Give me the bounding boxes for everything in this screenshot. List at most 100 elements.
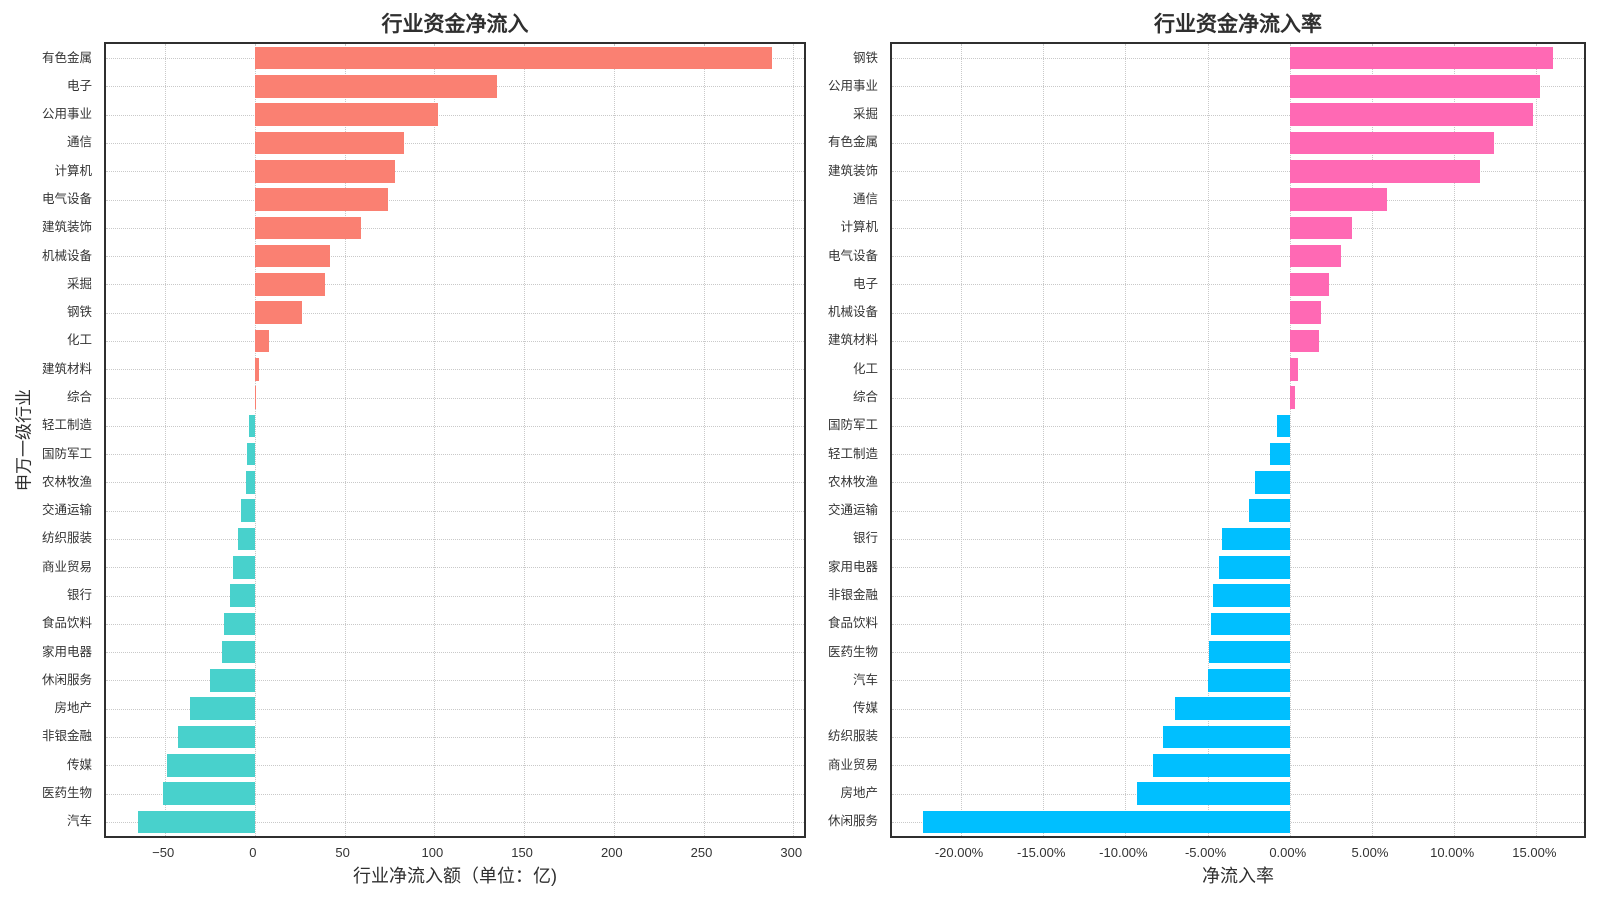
category-label: 传媒 (852, 701, 878, 716)
x-tick-label: -10.00% (1099, 845, 1148, 860)
category-label: 采掘 (852, 107, 878, 122)
horizontal-gridline (106, 114, 804, 116)
category-label: 食品饮料 (827, 616, 878, 631)
horizontal-gridline (106, 708, 804, 710)
category-label: 交通运输 (41, 503, 92, 518)
category-label: 机械设备 (827, 305, 878, 320)
bar-公用事业 (1289, 75, 1540, 98)
category-label: 商业贸易 (827, 757, 878, 772)
vertical-gridline (1371, 44, 1373, 836)
bar-房地产 (190, 697, 255, 721)
category-label: 国防军工 (41, 446, 92, 461)
horizontal-gridline (106, 539, 804, 540)
category-label: 公用事业 (827, 78, 878, 93)
bar-食品饮料 (1210, 612, 1290, 636)
bar-轻工制造 (1270, 442, 1290, 466)
horizontal-gridline (106, 312, 804, 314)
bar-综合 (1289, 386, 1295, 409)
x-tick-label: 5.00% (1351, 845, 1389, 860)
bar-医药生物 (1209, 640, 1290, 664)
category-label: 食品饮料 (41, 616, 92, 631)
category-label: 化工 (66, 333, 92, 348)
category-label: 有色金属 (827, 135, 878, 150)
horizontal-gridline (892, 58, 1584, 60)
bar-电气设备 (1289, 244, 1341, 268)
category-label: 农林牧渔 (827, 474, 878, 489)
category-label: 采掘 (66, 276, 92, 291)
category-label: 建筑材料 (827, 333, 878, 348)
horizontal-gridline (892, 199, 1584, 201)
horizontal-gridline (892, 227, 1584, 229)
horizontal-gridline (106, 595, 804, 597)
category-axis: 钢铁 公用事业 采掘 有色金属 建筑装饰 通信 计算机 电气设备 电子 机械设备 建筑材料 化工 综合国… (800, 42, 884, 838)
bar-机械设备 (1289, 301, 1321, 325)
chart-net-inflow-rate-panel: 行业资金净流入率 钢铁 公用事业 采掘 有色金属 建筑装饰 通信 计算机 电气设备 电子 机械设备… (800, 0, 1600, 900)
plot-area (890, 42, 1586, 838)
category-label: 商业贸易 (41, 559, 92, 574)
x-tick-label: 15.00% (1512, 845, 1557, 860)
horizontal-gridline (892, 256, 1584, 258)
category-label: 建筑装饰 (41, 220, 92, 235)
horizontal-gridline (106, 256, 804, 258)
vertical-gridline (1207, 44, 1209, 836)
horizontal-gridline (106, 341, 804, 342)
category-label: 非银金融 (827, 587, 878, 602)
horizontal-gridline (892, 369, 1584, 371)
bar-通信 (1289, 188, 1387, 211)
category-label: 家用电器 (41, 644, 92, 659)
bar-商业贸易 (232, 555, 255, 579)
bar-有色金属 (254, 46, 772, 70)
category-label: 通信 (66, 135, 92, 150)
category-label: 计算机 (840, 220, 878, 235)
bar-交通运输 (1248, 499, 1290, 523)
x-tick-label: 150 (511, 845, 533, 860)
horizontal-gridline (106, 652, 804, 654)
bar-食品饮料 (224, 612, 255, 636)
category-label: 国防军工 (827, 418, 878, 433)
bar-医药生物 (163, 782, 255, 805)
category-label: 农林牧渔 (41, 474, 92, 489)
bar-公用事业 (254, 103, 438, 127)
category-label: 交通运输 (827, 503, 878, 518)
horizontal-gridline (106, 369, 804, 371)
horizontal-gridline (106, 567, 804, 569)
bar-钢铁 (1289, 46, 1553, 70)
x-axis-label: 净流入率 (1202, 866, 1274, 886)
horizontal-gridline (892, 482, 1584, 484)
horizontal-gridline (106, 821, 804, 823)
x-tick-label: 100 (421, 845, 444, 860)
horizontal-gridline (106, 482, 804, 484)
category-label: 医药生物 (41, 785, 92, 800)
bar-有色金属 (1289, 131, 1494, 155)
category-label: 计算机 (54, 163, 92, 178)
vertical-gridline (524, 44, 526, 836)
bar-非银金融 (1212, 584, 1290, 607)
horizontal-gridline (892, 341, 1584, 342)
horizontal-gridline (106, 425, 804, 427)
bar-电子 (254, 75, 498, 98)
bar-非银金融 (177, 725, 255, 749)
bar-家用电器 (221, 640, 255, 664)
horizontal-gridline (106, 171, 804, 173)
vertical-gridline (165, 44, 167, 836)
category-label: 机械设备 (41, 248, 92, 263)
horizontal-gridline (892, 454, 1584, 456)
category-label: 化工 (852, 361, 878, 376)
vertical-gridline (961, 44, 963, 836)
x-axis-ticks: -20.00% -15.00% -10.00% -5.00% 0.00% 5.00% 10.… (890, 845, 1586, 865)
horizontal-gridline (892, 171, 1584, 173)
horizontal-gridline (106, 765, 804, 767)
bar-房地产 (1136, 782, 1290, 805)
plot-area (104, 42, 806, 838)
bar-机械设备 (254, 244, 331, 268)
bar-农林牧渔 (246, 471, 255, 494)
bar-传媒 (167, 753, 255, 777)
horizontal-gridline (892, 397, 1584, 399)
x-tick-label: -20.00% (934, 845, 984, 860)
category-label: 公用事业 (41, 107, 92, 122)
bar-综合 (254, 386, 257, 409)
vertical-gridline (703, 44, 705, 836)
horizontal-gridline (106, 199, 804, 201)
x-tick-label: 10.00% (1430, 845, 1475, 860)
x-tick-label: 50 (335, 845, 350, 860)
